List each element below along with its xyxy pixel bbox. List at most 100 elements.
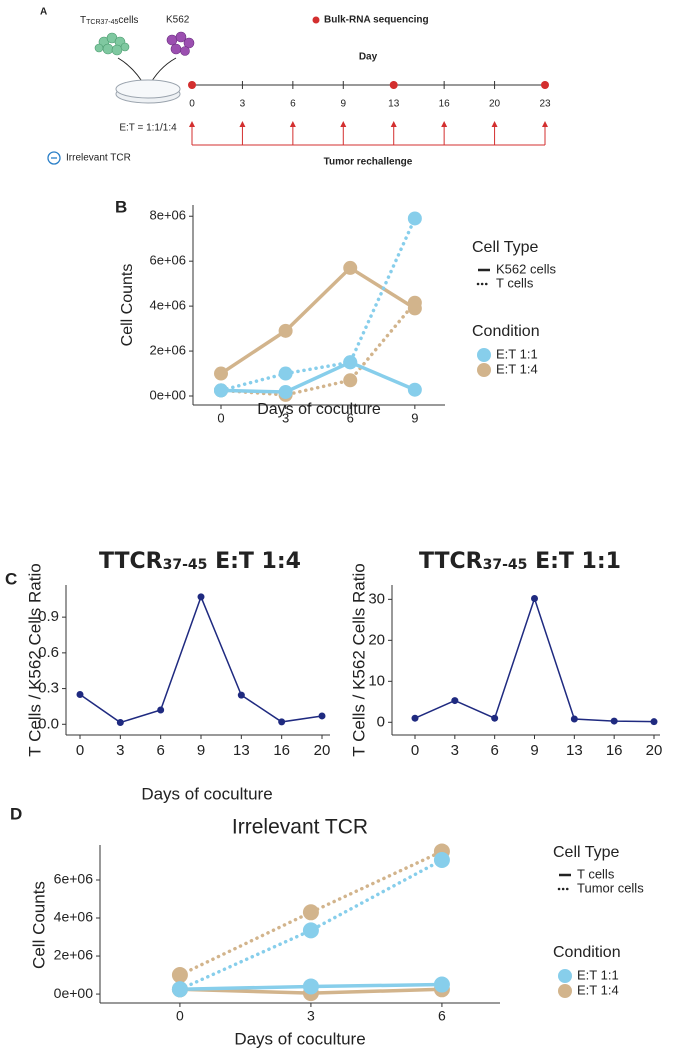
x-tick-label: 16 xyxy=(273,742,290,759)
x-tick-label: 9 xyxy=(411,410,418,425)
x-tick-label: 3 xyxy=(307,1008,315,1024)
legend-symbol xyxy=(558,984,572,998)
y-tick-label: 6e+06 xyxy=(149,253,186,268)
data-point xyxy=(76,691,84,699)
legend-label: E:T 1:1 xyxy=(496,346,538,361)
tumor-cluster xyxy=(166,31,195,56)
day-label: 16 xyxy=(439,99,451,110)
x-tick-label: 0 xyxy=(76,742,84,759)
legend-label: E:T 1:4 xyxy=(577,982,619,997)
data-point xyxy=(343,373,358,388)
data-point xyxy=(214,366,228,381)
data-point xyxy=(343,355,358,370)
data-point xyxy=(610,717,618,725)
data-point xyxy=(214,383,228,398)
title-rest: E:T 1:4 xyxy=(207,549,301,574)
control-label: Irrelevant TCR xyxy=(66,153,131,164)
series-line xyxy=(79,594,323,724)
x-axis-title: Days of coculture xyxy=(257,401,381,418)
x-tick-label: 9 xyxy=(530,742,538,759)
data-point xyxy=(302,922,319,939)
legend-label: T cells xyxy=(496,275,534,290)
data-point xyxy=(531,595,538,603)
legend-symbol xyxy=(477,348,491,362)
x-tick-label: 3 xyxy=(282,410,289,425)
legend-symbol xyxy=(477,363,491,377)
x-tick-label: 6 xyxy=(156,742,164,759)
x-axis-title: Days of coculture xyxy=(141,784,272,803)
x-tick-label: 20 xyxy=(314,742,331,759)
y-axis-title: T Cells / K562 Cells Ratio xyxy=(25,563,44,756)
y-tick-label: 0 xyxy=(377,713,385,730)
y-tick-label: 2e+06 xyxy=(54,947,94,963)
data-point xyxy=(433,976,450,993)
series-line xyxy=(219,216,417,393)
title-main: TTCR xyxy=(419,549,483,574)
sequencing-dot xyxy=(188,81,196,89)
y-tick-label: 8e+06 xyxy=(149,208,186,223)
legend-label: Tumor cells xyxy=(577,880,644,895)
t-cell-sub: TCR37-45 xyxy=(86,19,118,26)
day-label: 3 xyxy=(240,99,246,110)
data-point xyxy=(302,978,319,995)
chart-title: TTCR37-45 E:T 1:1 xyxy=(419,549,621,574)
y-tick-label: 6e+06 xyxy=(54,871,94,887)
data-point xyxy=(407,382,422,397)
sequencing-key xyxy=(312,16,320,24)
y-axis-title: Cell Counts xyxy=(29,881,48,969)
data-point xyxy=(278,366,293,381)
panel-label: B xyxy=(115,197,127,216)
panel-label: C xyxy=(5,569,17,588)
title-sub: 37-45 xyxy=(163,557,208,573)
y-tick-label: 20 xyxy=(368,631,385,648)
x-tick-label: 16 xyxy=(606,742,623,759)
data-point xyxy=(411,714,419,722)
t-cell-label: TTCR37-45cells xyxy=(80,15,138,26)
axis-title: Day xyxy=(359,52,378,63)
data-point xyxy=(491,714,499,722)
y-tick-label: 30 xyxy=(368,590,385,607)
data-point xyxy=(171,967,188,984)
y-tick-label: 0.3 xyxy=(38,680,59,697)
y-tick-label: 0.0 xyxy=(38,715,59,732)
x-tick-label: 6 xyxy=(490,742,498,759)
day-label: 0 xyxy=(189,99,195,110)
dish-lid xyxy=(115,79,181,99)
rechallenge-label: Tumor rechallenge xyxy=(324,157,413,168)
legend-label: E:T 1:4 xyxy=(496,361,538,376)
day-label: 23 xyxy=(539,99,551,110)
sequencing-label: Bulk-RNA sequencing xyxy=(324,15,429,26)
day-label: 13 xyxy=(388,99,400,110)
day-label: 9 xyxy=(341,99,347,110)
x-tick-label: 6 xyxy=(438,1008,446,1024)
legend-title: Condition xyxy=(553,944,621,961)
series-line xyxy=(178,858,444,992)
x-axis-title: Days of coculture xyxy=(234,1029,365,1048)
data-point xyxy=(302,904,319,921)
arrow-head xyxy=(189,121,195,127)
t-cell-main: T xyxy=(80,15,86,26)
data-point xyxy=(650,718,658,726)
t-cell-cluster xyxy=(94,32,130,56)
title-rest: E:T 1:1 xyxy=(527,549,621,574)
y-axis-title: Cell Counts xyxy=(119,264,136,347)
data-point xyxy=(116,719,124,726)
y-tick-label: 0e+00 xyxy=(149,387,186,402)
data-point xyxy=(570,715,578,723)
x-tick-label: 0 xyxy=(411,742,419,759)
arrow-head xyxy=(239,121,246,127)
series-line xyxy=(219,360,417,394)
y-tick-label: 10 xyxy=(368,672,385,689)
x-tick-label: 0 xyxy=(217,410,224,425)
arrow-head xyxy=(390,121,397,127)
legend-label: T cells xyxy=(577,866,615,881)
series-line xyxy=(414,596,655,723)
legend-label: K562 cells xyxy=(496,261,556,276)
x-tick-label: 0 xyxy=(176,1008,184,1024)
data-point xyxy=(407,295,422,310)
arrow-head xyxy=(441,121,448,127)
panel-label: A xyxy=(40,7,47,18)
y-tick-label: 2e+06 xyxy=(149,343,186,358)
chart-title: TTCR37-45 E:T 1:4 xyxy=(99,549,301,574)
